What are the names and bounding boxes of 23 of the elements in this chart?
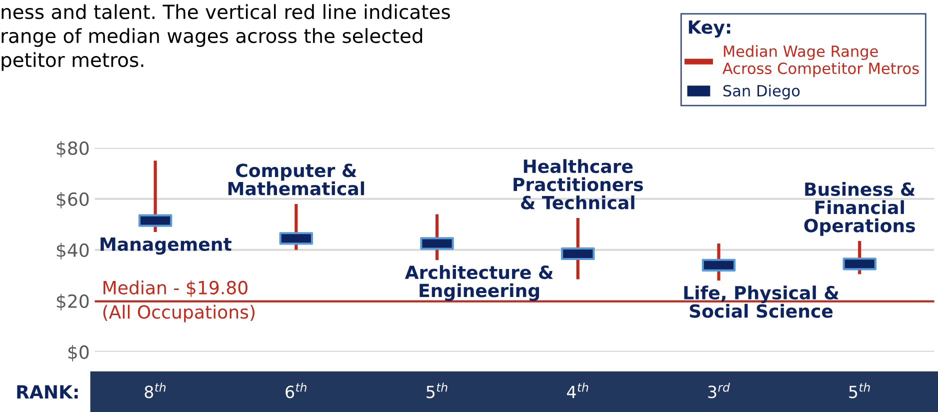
legend-label: Median Wage Range Across Competitor Metros: [722, 45, 919, 78]
text: ness and talent. The vertical red line indicates range of median wages across the selected petitor metros.: [2, 4, 450, 71]
y-tick-label: $40: [56, 243, 89, 260]
text: 8$^{th}$: [144, 382, 166, 398]
x-tick-label: Management: [100, 238, 232, 255]
y-tick-label: $80: [56, 141, 89, 158]
legend-title: Key:: [688, 20, 730, 38]
text: 4$^{th}$: [567, 382, 588, 398]
text: 3$^{rd}$: [708, 382, 730, 398]
text: 5$^{th}$: [849, 382, 870, 398]
ref-line-label: Median - $19.80 (All Occupations): [103, 280, 254, 322]
x-tick-label: Architecture & Engineering: [404, 265, 553, 301]
x-tick-label: Healthcare Practitioners & Technical: [514, 159, 643, 210]
y-tick-label: $0: [68, 344, 89, 362]
y-tick-label: $60: [56, 192, 89, 208]
x-tick-label: Life, Physical & Social Science: [684, 286, 839, 318]
y-tick-label: $20: [56, 294, 89, 310]
text: 5$^{th}$: [426, 382, 448, 398]
x-tick-label: Computer & Mathematical: [228, 164, 364, 196]
text: 6$^{th}$: [286, 382, 306, 398]
text: RANK:: [17, 385, 78, 398]
x-tick-label: Business & Financial Operations: [804, 182, 915, 236]
legend-label: San Diego: [723, 84, 800, 100]
